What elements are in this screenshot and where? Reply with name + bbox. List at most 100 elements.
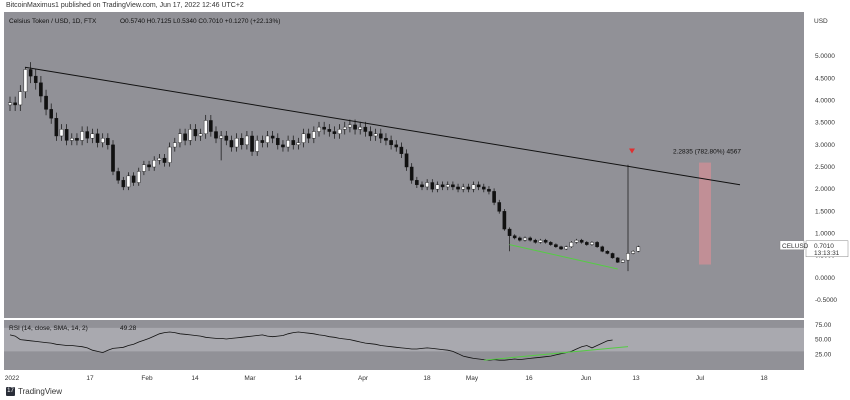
candle-body (167, 146, 172, 163)
candle-body (440, 184, 445, 188)
divergence-line-rsi[interactable] (483, 346, 629, 361)
candle-body (543, 239, 548, 243)
candle-body (358, 126, 363, 130)
time-tick-label: 17 (86, 375, 94, 382)
rsi-line[interactable] (9, 331, 613, 361)
candle-body (585, 242, 589, 245)
time-tick-label: 16 (525, 375, 533, 382)
candle-body (420, 184, 424, 188)
candle-body (193, 129, 198, 137)
candle-body (353, 124, 357, 130)
candle-body (615, 257, 620, 263)
time-tick-label: May (466, 375, 479, 382)
time-axis[interactable] (4, 370, 850, 384)
last-price-value: 0.7010 (814, 243, 834, 250)
candle-body (342, 126, 347, 130)
candle-body (95, 133, 100, 143)
candle-body (327, 129, 332, 132)
candle-body (39, 82, 43, 97)
candle-body (497, 202, 502, 212)
candle-body (276, 137, 280, 146)
candle-body (348, 124, 352, 128)
candle-body (214, 131, 218, 139)
time-tick-label: 18 (423, 375, 431, 382)
candle-body (250, 135, 254, 152)
candle-body (415, 180, 419, 185)
candle-body (301, 133, 306, 143)
candle-body (487, 188, 491, 192)
candle-body (600, 246, 605, 252)
candle-body (147, 164, 151, 168)
candle-body (590, 242, 594, 245)
candle-body (219, 135, 223, 139)
candle-body (379, 133, 383, 139)
time-axis-ticks: 2022 17 Feb 14 Mar 14 Apr 18 May 16 Jun 13 Jul 18 (5, 375, 768, 382)
candle-body (270, 135, 275, 139)
candle-body (209, 120, 213, 132)
rsi-tick-label: 75.00 (815, 322, 832, 329)
price-tick-label: 4.5000 (815, 75, 835, 82)
candle-body (245, 135, 249, 146)
chart[interactable]: Celsius Token / USD, 1D, FTX O0.5740 H0.… (0, 12, 850, 384)
candle-body (538, 239, 543, 243)
candle-body (404, 153, 409, 168)
candle-body (559, 246, 563, 250)
candle-body (234, 137, 239, 148)
candle-body (49, 109, 53, 119)
brand-text: TradingView (18, 386, 63, 396)
bar-countdown: 13:13:31 (814, 250, 840, 257)
candle-body (178, 133, 182, 143)
candle-body (533, 239, 538, 243)
descending-resistance-line[interactable] (24, 66, 741, 186)
candle-body (482, 186, 486, 190)
rsi-title: RSI (14, close, SMA, 14, 2) (9, 325, 88, 332)
time-tick-label: Jun (581, 375, 592, 382)
time-tick-label: 14 (294, 375, 302, 382)
candle-body (126, 175, 131, 188)
candle-body (188, 129, 193, 141)
candle-body (579, 239, 584, 243)
candle-body (281, 144, 285, 148)
target-box[interactable] (699, 162, 711, 265)
price-tick-label: 3.0000 (815, 142, 835, 149)
rsi-tick-label: 50.00 (815, 337, 832, 344)
candle-body (64, 129, 69, 141)
symbol-tag-text: CELUSD (782, 243, 809, 250)
rsi-axis-ticks: 75.00 50.00 25.00 (815, 322, 832, 358)
candle-body (296, 142, 301, 146)
candle-body (621, 259, 625, 263)
price-axis[interactable] (804, 12, 850, 370)
candle-body (286, 140, 290, 148)
candle-body (142, 164, 146, 172)
time-tick-label: Jul (696, 375, 705, 382)
rsi-value: 49.28 (120, 325, 137, 332)
candle-body (502, 211, 507, 230)
divergence-line-price[interactable] (509, 244, 618, 270)
candle-body (373, 133, 378, 137)
candle-body (312, 131, 316, 139)
candle-body (389, 140, 393, 146)
candle-body (548, 242, 553, 245)
price-tick-label: 5.0000 (815, 53, 835, 60)
candle-body (564, 246, 568, 250)
candle-body (265, 135, 270, 143)
candle-body (456, 186, 460, 190)
candle-body (59, 129, 64, 137)
candle-body (33, 75, 38, 83)
candle-body (116, 171, 120, 181)
price-pane[interactable] (4, 12, 804, 318)
candle-body (23, 69, 28, 92)
candle-body (368, 131, 373, 137)
candle-body (518, 237, 522, 241)
candle-body (554, 244, 558, 247)
candle-body (255, 140, 260, 152)
footer: 17 TradingView (6, 385, 62, 397)
candle-body (595, 242, 599, 248)
candle-body (157, 157, 162, 161)
price-tick-label: 1.0000 (815, 231, 835, 238)
candle-body (136, 171, 141, 183)
candles[interactable] (8, 62, 641, 272)
time-tick-label: 13 (632, 375, 640, 382)
candle-body (461, 186, 466, 190)
candle-body (512, 235, 517, 239)
